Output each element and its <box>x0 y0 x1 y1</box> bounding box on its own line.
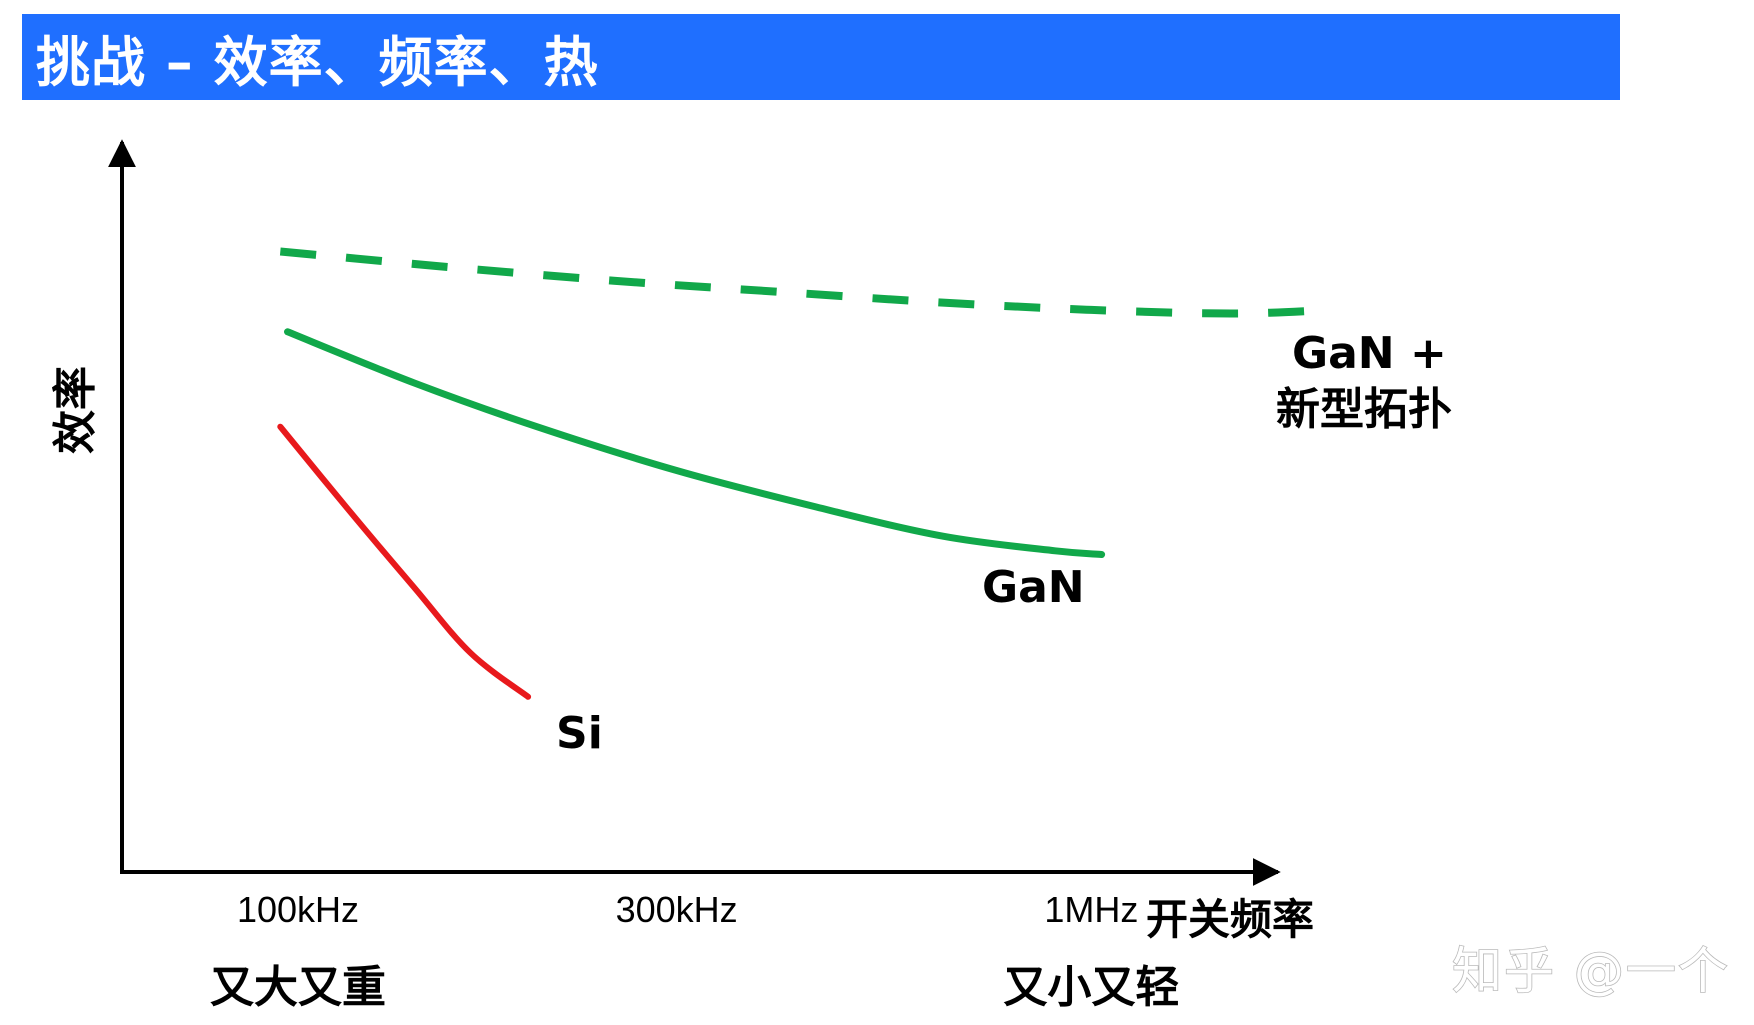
series-line-gan-new-topology <box>279 247 1331 318</box>
title-bar: 挑战 – 效率、频率、热 <box>22 14 1620 100</box>
series-label-gan: GaN <box>982 562 1085 613</box>
annotation-large-heavy: 又大又重 <box>210 962 386 1013</box>
x-tick-label-100khz: 100kHz <box>237 889 359 930</box>
x-axis-label: 开关频率 <box>1146 895 1314 944</box>
series-label-si: Si <box>556 708 603 759</box>
page-title: 挑战 – 效率、频率、热 <box>36 30 599 94</box>
annotation-small-light: 又小又轻 <box>1003 962 1179 1013</box>
series-line-gan <box>284 328 1106 558</box>
zhihu-watermark: 知乎 @一个 <box>1452 942 1730 1000</box>
x-tick-label-300khz: 300kHz <box>616 889 738 930</box>
series-line-si <box>277 423 532 700</box>
y-axis-label: 效率 <box>50 366 101 454</box>
series-label-new-topology: 新型拓扑 <box>1276 384 1452 435</box>
series-label-gan-plus: GaN + <box>1292 328 1447 379</box>
x-tick-label-1mhz: 1MHz <box>1044 889 1138 930</box>
